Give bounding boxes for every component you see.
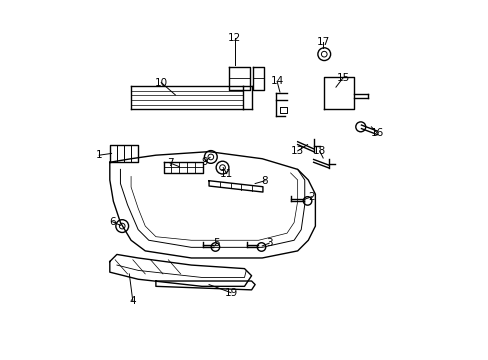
Text: 14: 14 [270,76,283,86]
Text: 13: 13 [290,146,304,156]
Text: 5: 5 [213,238,220,248]
Text: 7: 7 [166,158,173,168]
Text: 9: 9 [201,157,208,167]
Text: 16: 16 [370,128,383,138]
Text: 2: 2 [308,192,314,202]
Text: 17: 17 [316,37,329,48]
Text: 19: 19 [224,288,237,298]
Text: 15: 15 [336,73,349,83]
Text: 11: 11 [220,168,233,179]
Text: 4: 4 [129,296,136,306]
Text: 3: 3 [265,238,272,248]
Text: 18: 18 [312,146,325,156]
Text: 1: 1 [96,150,102,160]
Text: 6: 6 [109,217,116,227]
Text: 12: 12 [227,33,241,43]
Text: 10: 10 [154,77,167,87]
Text: 8: 8 [261,176,268,186]
